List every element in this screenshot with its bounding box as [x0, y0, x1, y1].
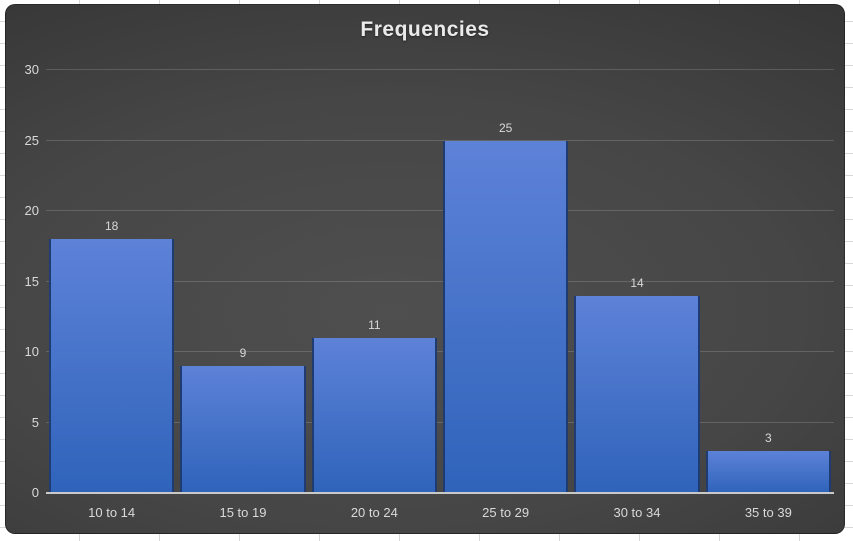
gridline [46, 210, 834, 211]
bar-data-label: 9 [239, 346, 247, 361]
bar[interactable] [443, 140, 569, 493]
chart-frequencies[interactable]: Frequencies 18 9 11 25 14 3 0 5 10 15 20 25 30 10 t… [5, 4, 845, 534]
x-category-label: 20 to 24 [350, 505, 398, 520]
bar-data-label: 11 [368, 317, 381, 332]
y-tick-label: 10 [24, 344, 39, 359]
bar[interactable] [705, 450, 831, 493]
gridline [46, 69, 834, 70]
bar[interactable] [180, 366, 306, 493]
y-tick-label: 5 [31, 414, 39, 430]
gridline [46, 421, 834, 423]
x-category-label: 30 to 34 [613, 505, 661, 520]
gridline [46, 139, 834, 141]
y-tick-label: 30 [24, 62, 39, 77]
x-category-label: 35 to 39 [744, 505, 792, 520]
chart-title: Frequencies [360, 18, 490, 41]
gridline [46, 351, 834, 352]
bar[interactable] [311, 337, 437, 493]
bar-data-label: 18 [104, 219, 119, 234]
y-tick-label: 20 [24, 203, 39, 218]
bar-data-label: 3 [764, 430, 772, 445]
y-tick-label: 0 [31, 485, 39, 500]
bar[interactable] [574, 295, 700, 493]
bar-data-label: 14 [630, 275, 644, 290]
y-tick-label: 15 [24, 273, 39, 289]
bar[interactable] [49, 239, 175, 493]
x-category-label: 25 to 29 [482, 505, 530, 520]
x-axis-line [46, 492, 834, 494]
plot-area: 18 9 11 25 14 3 [46, 69, 834, 494]
bar-data-label: 25 [498, 120, 513, 135]
x-category-label: 15 to 19 [219, 505, 267, 520]
y-tick-label: 25 [24, 132, 39, 148]
x-category-label: 10 to 14 [88, 505, 136, 520]
gridline [46, 280, 834, 282]
